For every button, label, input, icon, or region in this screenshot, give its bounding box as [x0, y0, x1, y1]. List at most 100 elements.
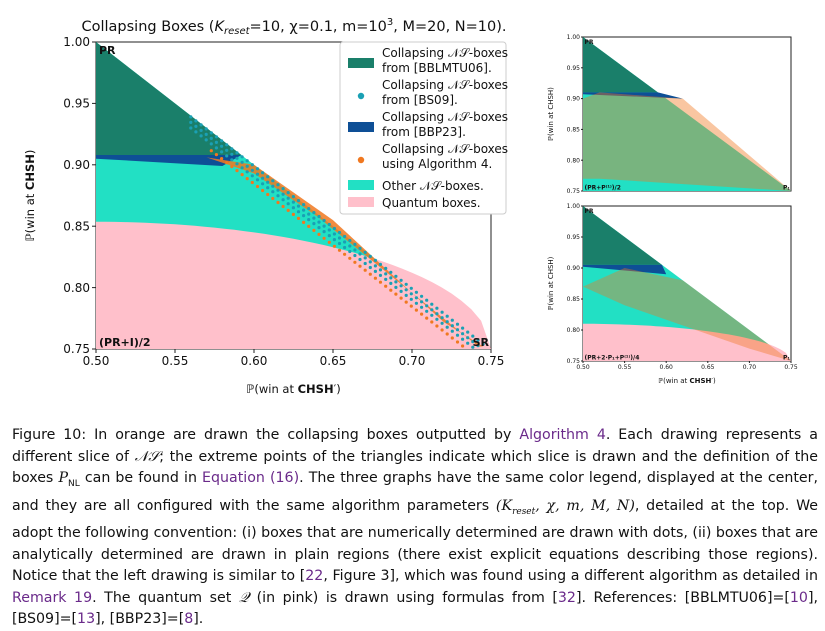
- bs09-dot: [302, 203, 306, 207]
- link-remark-19[interactable]: Remark 19: [12, 589, 93, 606]
- bs09-dot: [343, 245, 347, 250]
- y-tick-label: 0.75: [63, 342, 90, 356]
- bs09-dot: [266, 175, 270, 179]
- bs09-dot: [189, 115, 193, 119]
- legend-entry-line1: Collapsing 𝒩𝒮-boxes: [382, 78, 508, 92]
- x-tick-label: 0.60: [660, 364, 674, 371]
- algorithm4-dot: [414, 308, 418, 312]
- link-ref-10[interactable]: 10: [789, 589, 808, 606]
- bs09-dot: [230, 152, 234, 156]
- x-tick-label: 0.55: [162, 354, 189, 368]
- bs09-dot: [194, 124, 198, 128]
- bs09-dot: [363, 250, 367, 254]
- bs09-dot: [404, 288, 408, 292]
- bs09-dot: [476, 344, 480, 348]
- bs09-dot: [435, 312, 439, 316]
- other-ns-region: [583, 206, 791, 361]
- algorithm4-dot: [255, 184, 260, 189]
- bs09-dot: [214, 146, 218, 150]
- y-tick-label: 0.85: [567, 296, 581, 303]
- algorithm4-dot: [235, 169, 239, 173]
- bs09-dot: [302, 214, 306, 218]
- bs09-dot: [271, 179, 275, 183]
- algorithm4-dot: [307, 224, 311, 228]
- y-tick-label: 1.00: [63, 35, 90, 49]
- bs09-dot: [378, 268, 383, 272]
- quantum-region: [583, 323, 791, 361]
- bs09-dot: [261, 182, 265, 186]
- bs09-dot: [322, 218, 326, 223]
- x-axis-label-prefix: ℙ(win at: [658, 377, 689, 385]
- vertex-label-top: PR: [585, 208, 594, 215]
- legend-entry-line1: Collapsing 𝒩𝒮-boxes: [382, 142, 508, 156]
- legend-swatch: [348, 197, 374, 207]
- bs09-dot: [281, 198, 285, 202]
- bs09-dot: [327, 228, 331, 232]
- bs09-dot: [420, 300, 424, 304]
- algorithm4-dot: [230, 165, 234, 169]
- link-ref-8[interactable]: 8: [184, 611, 194, 628]
- y-tick-label: 1.00: [567, 203, 581, 210]
- bs09-dot: [389, 276, 393, 280]
- bs09-dot: [235, 162, 239, 166]
- bs09-dot: [317, 220, 321, 224]
- y-tick-label: 0.80: [63, 281, 90, 295]
- x-tick-label: 0.50: [83, 354, 110, 368]
- algorithm4-dot: [225, 161, 229, 165]
- bs09-dot: [440, 321, 444, 325]
- bs09-dot: [291, 200, 295, 204]
- link-ref-13[interactable]: 13: [77, 611, 96, 628]
- algorithm4-dot: [358, 264, 362, 268]
- y-axis-label-prefix: ℙ(win at: [23, 190, 37, 241]
- algorithm4-dot: [327, 240, 331, 244]
- link-algorithm-4[interactable]: Algorithm 4: [519, 427, 606, 443]
- y-tick-label: 0.80: [567, 157, 581, 164]
- link-equation-16[interactable]: Equation (16): [202, 470, 300, 487]
- bs09-dot: [450, 324, 454, 328]
- figure-caption: Figure 10: In orange are drawn the colla…: [12, 427, 819, 628]
- bs09-dot: [255, 167, 260, 171]
- bs09-dot: [307, 207, 311, 211]
- bs09-dot: [281, 187, 285, 191]
- algorithm4-dot: [209, 149, 213, 153]
- bs09-dot: [368, 254, 372, 258]
- x-tick-label: 0.70: [743, 364, 757, 371]
- bs09-dot: [261, 176, 265, 180]
- bs09-dot: [337, 236, 342, 240]
- bs09-dot: [189, 120, 193, 124]
- bs09-dot: [471, 345, 475, 349]
- legend-entry: Collapsing 𝒩𝒮-boxes from [BBLMTU06].: [382, 46, 508, 75]
- bs09-dot: [471, 334, 475, 338]
- legend-entry: Collapsing 𝒩𝒮-boxes from [BS09].: [382, 78, 508, 107]
- algorithm4-dot: [450, 336, 454, 340]
- x-tick-label: 0.75: [478, 354, 505, 368]
- bs09-dot: [276, 188, 280, 192]
- slice-chart-top-right: 0.75 0.80 0.85 0.90 0.95 1.00 PR (PR+P⁽¹⁾)/2 P₁ ℙ…: [547, 34, 792, 195]
- algorithm4-dot: [281, 204, 285, 209]
- quantum-region: [96, 221, 491, 349]
- algorithm4-dot: [266, 192, 270, 197]
- bs09-dot: [240, 166, 244, 170]
- bs09-dot: [373, 264, 377, 268]
- y-axis-label-suffix: ): [23, 150, 37, 155]
- bs09-dot: [384, 272, 388, 276]
- bs09-dot: [214, 135, 218, 139]
- algorithm4-dot: [261, 188, 265, 193]
- bs09-dot: [353, 242, 357, 246]
- y-axis-label-bold: CHSH: [23, 154, 37, 190]
- algorithm4-dot: [312, 228, 316, 232]
- bs09-dot: [348, 238, 352, 243]
- bs09-dot: [312, 222, 316, 226]
- bs09-dot: [276, 194, 280, 198]
- bblmtu-region: [96, 42, 242, 155]
- link-ref-22[interactable]: 22: [305, 568, 324, 585]
- algorithm4-dot: [214, 153, 218, 157]
- bs09-dot: [430, 308, 434, 312]
- bs09-dot: [250, 163, 254, 167]
- bs09-dot: [466, 336, 470, 340]
- bs09-dot: [332, 232, 336, 236]
- bs09-dot: [445, 325, 449, 329]
- bs09-dot: [384, 266, 388, 270]
- bs09-dot: [235, 156, 239, 160]
- link-ref-32[interactable]: 32: [557, 589, 576, 606]
